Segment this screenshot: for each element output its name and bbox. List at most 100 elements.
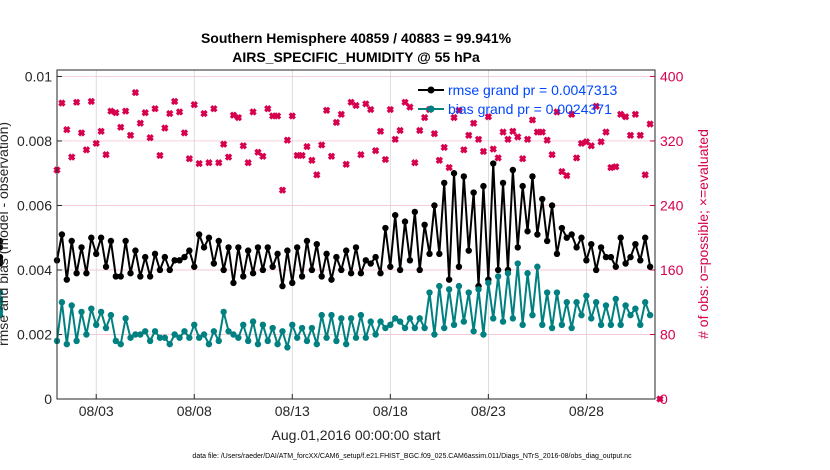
rmse-point	[362, 257, 370, 264]
rmse-point	[583, 257, 590, 264]
bias-point	[323, 334, 330, 341]
obs-count-point	[131, 88, 140, 97]
rmse-point	[107, 237, 115, 245]
rmse-point	[480, 182, 487, 190]
bias-point	[529, 311, 536, 319]
rmse-point	[293, 244, 301, 251]
obs-count-point	[465, 131, 473, 139]
bias-point	[445, 286, 453, 293]
rmse-point	[240, 273, 247, 280]
bias-point	[289, 321, 296, 329]
bias-point	[470, 328, 477, 335]
rmse-point	[470, 189, 477, 196]
x-axis-ticks: 08/03 08/08 08/13 08/18 08/23 08/28	[79, 394, 604, 419]
bias-point	[436, 282, 443, 290]
bias-point	[362, 334, 370, 341]
rmse-point	[127, 270, 134, 277]
obs-count-point	[107, 107, 115, 115]
y-right-tick-label: 0	[660, 391, 668, 407]
obs-count-point	[352, 101, 360, 110]
bias-point	[284, 344, 291, 351]
obs-count-point	[435, 156, 444, 164]
obs-count-point	[617, 110, 625, 119]
obs-count-point	[631, 110, 640, 119]
bias-point	[88, 305, 95, 312]
rmse-point	[401, 218, 409, 225]
obs-count-point	[303, 142, 311, 151]
obs-count-point	[180, 129, 189, 137]
bias-point	[254, 340, 262, 348]
obs-count-point	[97, 127, 105, 135]
bias-point	[387, 321, 394, 329]
obs-count-point	[656, 395, 664, 403]
rmse-point	[176, 257, 183, 264]
obs-count-point	[553, 108, 561, 116]
obs-count-point	[239, 142, 247, 150]
obs-count-point	[367, 105, 375, 114]
obs-count-point	[528, 116, 537, 124]
rmse-point	[372, 253, 379, 261]
rmse-point	[396, 266, 404, 274]
rmse-point	[274, 250, 281, 258]
bias-point	[347, 315, 355, 322]
rmse-point	[269, 263, 276, 270]
y-right-tick-label: 160	[660, 262, 684, 278]
bias-point	[146, 337, 154, 345]
bias-point	[264, 337, 271, 345]
obs-count-point	[538, 128, 546, 136]
bias-point	[627, 311, 634, 319]
bias-point	[191, 321, 198, 329]
bias-point	[338, 315, 345, 322]
rmse-point	[137, 273, 144, 280]
bias-point	[641, 299, 649, 306]
obs-count-point	[264, 105, 272, 113]
bias-point	[279, 328, 286, 335]
x-tick-label: 08/08	[177, 403, 212, 419]
rmse-point	[73, 270, 80, 277]
obs-count-point	[77, 129, 86, 137]
bias-point	[558, 321, 566, 329]
bias-point	[524, 270, 531, 277]
bias-point	[519, 321, 526, 329]
rmse-point	[494, 266, 502, 274]
rmse-point	[519, 182, 526, 190]
bias-point	[450, 321, 458, 329]
rmse-point	[112, 273, 120, 280]
obs-count-point	[396, 126, 404, 135]
rmse-point	[122, 237, 129, 245]
obs-count-point	[166, 109, 174, 118]
rmse-point	[367, 260, 374, 267]
bias-point	[543, 289, 551, 296]
rmse-point	[602, 253, 610, 261]
obs-count-point	[504, 135, 512, 144]
bias-point	[372, 331, 379, 338]
obs-count-point	[224, 153, 233, 161]
x-axis-label: Aug.01,2016 00:00:00 start	[272, 427, 441, 443]
obs-count-point	[308, 156, 316, 164]
obs-count-point	[582, 138, 591, 146]
obs-count-point	[273, 112, 282, 120]
rmse-point	[195, 231, 203, 238]
obs-count-point	[391, 135, 399, 144]
obs-count-point	[234, 113, 243, 122]
rmse-point	[607, 253, 615, 261]
bias-point	[455, 282, 463, 290]
bias-point	[93, 321, 100, 329]
bias-point	[166, 340, 173, 348]
rmse-point	[97, 234, 105, 241]
rmse-point	[146, 273, 154, 280]
obs-count-point	[484, 113, 493, 121]
rmse-point	[441, 179, 448, 187]
obs-count-point	[195, 159, 203, 168]
bias-point	[117, 340, 124, 348]
obs-count-point	[440, 143, 448, 152]
bias-point	[426, 289, 433, 296]
obs-count-point	[283, 136, 292, 144]
bias-point	[494, 273, 502, 280]
rmse-point	[539, 195, 546, 203]
y-left-tick-label: 0	[44, 391, 52, 407]
rmse-point	[181, 253, 188, 261]
obs-count-point	[141, 109, 149, 117]
y-right-tick-label: 400	[660, 68, 684, 84]
